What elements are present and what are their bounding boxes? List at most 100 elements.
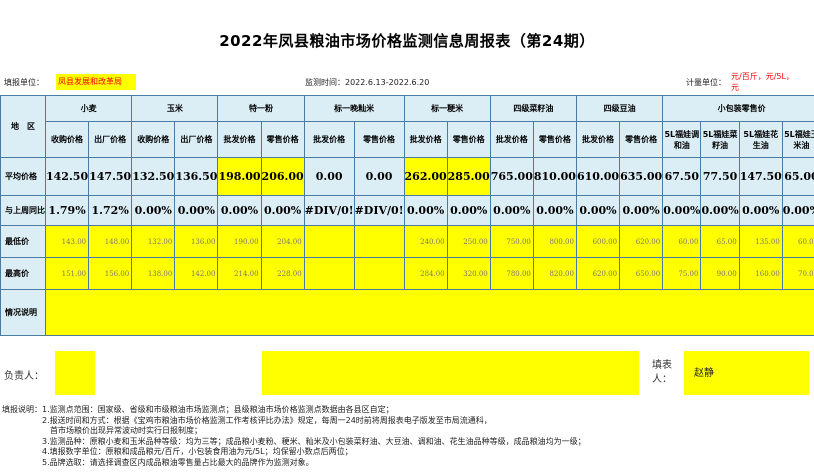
data-cell[interactable]: 138.00: [131, 257, 176, 290]
column-header: 零售价格: [619, 121, 664, 158]
data-cell[interactable]: 320.00: [446, 257, 491, 290]
responsible-field[interactable]: [55, 351, 95, 395]
group-header: 小包装零售价: [662, 95, 814, 122]
data-cell[interactable]: 132.00: [131, 225, 176, 258]
data-cell[interactable]: 0.00: [353, 157, 405, 196]
note-line: 填报说明：1.监测点范围：国家级、省级和市级粮油市场监测点；县级粮油市场价格监测…: [2, 405, 394, 414]
data-cell[interactable]: 750.00: [489, 225, 534, 258]
column-header: 5L福娃玉米油: [781, 121, 814, 158]
data-cell[interactable]: 0.00%: [489, 195, 534, 226]
data-cell[interactable]: 0.00%: [575, 195, 621, 226]
column-header: 零售价格: [353, 121, 405, 158]
data-cell[interactable]: 156.00: [88, 257, 133, 290]
data-cell[interactable]: #DIV/0!: [303, 195, 355, 226]
data-cell[interactable]: 0.00: [303, 157, 355, 196]
remarks-cell[interactable]: [44, 289, 814, 336]
table-row: 最低价 143.00 148.00 132.00 136.00 190.00 204.00 2…: [0, 225, 814, 258]
data-cell[interactable]: 0.00%: [619, 195, 664, 226]
data-cell[interactable]: 206.00: [260, 157, 305, 196]
data-cell[interactable]: 1.79%: [44, 195, 90, 226]
filler-field[interactable]: 赵静: [684, 351, 809, 395]
data-cell[interactable]: 70.00: [781, 257, 814, 290]
data-cell[interactable]: 765.00: [489, 157, 534, 196]
row-label: 与上周同比: [0, 195, 46, 226]
data-cell[interactable]: 151.00: [44, 257, 90, 290]
column-header: 批发价格: [575, 121, 621, 158]
group-header: 四级菜籽油: [489, 95, 577, 122]
data-cell[interactable]: 250.00: [446, 225, 491, 258]
data-cell[interactable]: 0.00%: [217, 195, 262, 226]
data-cell[interactable]: 228.00: [260, 257, 305, 290]
data-cell[interactable]: 77.50: [700, 157, 740, 196]
signature-row: 负责人： 填表人： 赵静: [0, 351, 814, 395]
data-cell[interactable]: 148.00: [88, 225, 133, 258]
data-cell[interactable]: 780.00: [489, 257, 534, 290]
data-cell[interactable]: 190.00: [217, 225, 262, 258]
data-cell[interactable]: 147.50: [88, 157, 133, 196]
data-cell[interactable]: 810.00: [532, 157, 577, 196]
data-cell[interactable]: 820.00: [532, 257, 577, 290]
column-header: 零售价格: [446, 121, 491, 158]
date-field[interactable]: [262, 351, 639, 395]
fill-unit-value[interactable]: 凤县发展和改革局: [56, 74, 136, 90]
column-header: 5L福娃调和油: [662, 121, 702, 158]
data-cell[interactable]: 285.00: [446, 157, 491, 196]
data-cell[interactable]: [303, 225, 355, 258]
data-cell[interactable]: [353, 257, 405, 290]
data-cell[interactable]: 0.00%: [403, 195, 448, 226]
column-header: 零售价格: [260, 121, 305, 158]
data-cell[interactable]: 0.00%: [260, 195, 305, 226]
fill-instructions: 填报说明：1.监测点范围：国家级、省级和市级粮油市场监测点；县级粮油市场价格监测…: [2, 405, 586, 469]
data-cell[interactable]: 1.72%: [88, 195, 133, 226]
note-line: 首市场粮价出现异常波动时实行日报制度；: [2, 426, 202, 436]
data-cell[interactable]: 67.50: [662, 157, 702, 196]
data-cell[interactable]: 160.00: [738, 257, 783, 290]
data-cell[interactable]: 650.00: [619, 257, 664, 290]
data-cell[interactable]: [353, 225, 405, 258]
data-cell[interactable]: 65.00: [700, 225, 740, 258]
data-cell[interactable]: 262.00: [403, 157, 448, 196]
data-cell[interactable]: 75.00: [662, 257, 702, 290]
data-cell[interactable]: 0.00%: [174, 195, 219, 226]
data-cell[interactable]: 240.00: [403, 225, 448, 258]
data-cell[interactable]: 0.00%: [131, 195, 176, 226]
data-cell[interactable]: 143.00: [44, 225, 90, 258]
data-cell[interactable]: 142.00: [174, 257, 219, 290]
data-cell[interactable]: 65.00: [781, 157, 814, 196]
data-cell[interactable]: 132.50: [131, 157, 176, 196]
data-cell[interactable]: 60.00: [662, 225, 702, 258]
data-cell[interactable]: 0.00%: [781, 195, 814, 226]
data-cell[interactable]: #DIV/0!: [353, 195, 405, 226]
data-cell[interactable]: 620.00: [575, 257, 621, 290]
row-label: 最高价: [0, 257, 46, 290]
group-header: 标一粳米: [403, 95, 491, 122]
monitor-period: 监测时间：2022.6.13-2022.6.20: [305, 78, 430, 87]
data-cell[interactable]: 0.00%: [700, 195, 740, 226]
data-cell[interactable]: 136.50: [174, 157, 219, 196]
data-cell[interactable]: 284.00: [403, 257, 448, 290]
data-cell[interactable]: [303, 257, 355, 290]
note-line: 5.品牌选取：请选择调查区内成品粮油零售量占比最大的品牌作为监测对象。: [2, 457, 314, 467]
data-cell[interactable]: 800.00: [532, 225, 577, 258]
data-cell[interactable]: 0.00%: [532, 195, 577, 226]
column-header: 批发价格: [403, 121, 448, 158]
data-cell[interactable]: 198.00: [217, 157, 262, 196]
data-cell[interactable]: 136.00: [174, 225, 219, 258]
data-cell[interactable]: 142.50: [44, 157, 90, 196]
data-cell[interactable]: 214.00: [217, 257, 262, 290]
data-cell[interactable]: 60.00: [781, 225, 814, 258]
data-cell[interactable]: 0.00%: [446, 195, 491, 226]
filler-name: 赵静: [694, 368, 714, 379]
data-cell[interactable]: 90.00: [700, 257, 740, 290]
note-line: 4.填报数字单位：原粮和成品粮元/百斤，小包装食用油为元/5L；均保留小数点后两…: [2, 447, 353, 457]
data-cell[interactable]: 135.00: [738, 225, 783, 258]
data-cell[interactable]: 0.00%: [662, 195, 702, 226]
data-cell[interactable]: 600.00: [575, 225, 621, 258]
table-row: 与上周同比 1.79% 1.72% 0.00% 0.00% 0.00% 0.00% #DIV/…: [0, 195, 814, 226]
data-cell[interactable]: 620.00: [619, 225, 664, 258]
data-cell[interactable]: 0.00%: [738, 195, 783, 226]
data-cell[interactable]: 635.00: [619, 157, 664, 196]
data-cell[interactable]: 610.00: [575, 157, 621, 196]
data-cell[interactable]: 204.00: [260, 225, 305, 258]
data-cell[interactable]: 147.50: [738, 157, 783, 196]
